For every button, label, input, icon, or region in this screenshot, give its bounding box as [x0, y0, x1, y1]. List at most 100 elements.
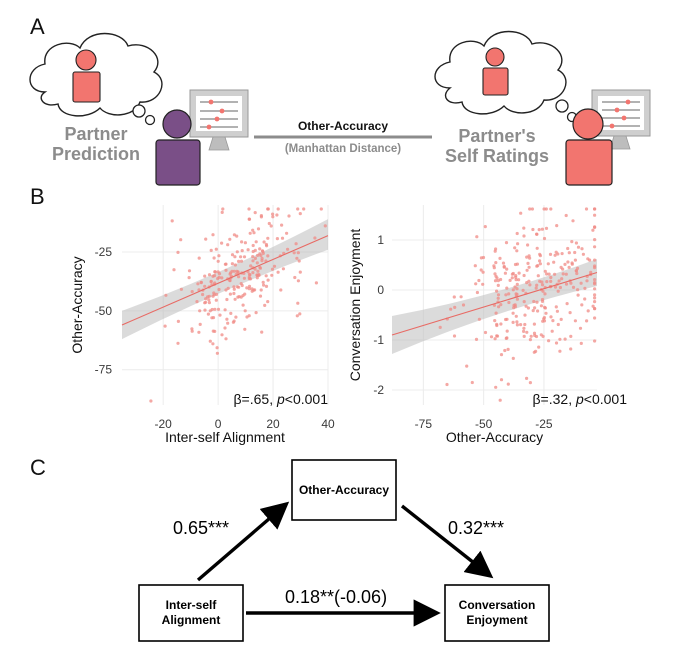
scatter-point — [547, 339, 551, 343]
scatter-point — [515, 231, 519, 236]
scatter-point — [542, 317, 546, 321]
scatter-point — [593, 282, 597, 286]
scatter-point — [584, 207, 589, 211]
scatter-point — [264, 274, 268, 278]
scatter-point — [511, 288, 515, 292]
scatter-point — [531, 227, 535, 232]
scatter-point — [515, 297, 520, 301]
scatter-point — [251, 271, 255, 275]
scatter-point — [569, 334, 573, 338]
scatter-point — [525, 376, 529, 380]
scatter-point — [176, 250, 180, 254]
scatter-point — [506, 382, 510, 386]
predictor-label-line2: Alignment — [162, 613, 221, 627]
scatter-point — [247, 217, 251, 221]
scatter-point — [499, 277, 503, 282]
metric-subtitle: (Manhattan Distance) — [285, 143, 401, 155]
scatter-point — [250, 289, 254, 293]
scatter-point — [257, 273, 261, 277]
scatter-point — [237, 259, 241, 263]
scatter-point — [233, 297, 237, 301]
scatter-point — [558, 349, 562, 353]
scatter-point — [585, 279, 589, 283]
scatter-point — [243, 241, 247, 245]
scatter-point — [220, 276, 224, 280]
scatter-point — [208, 309, 212, 313]
scatter-point — [532, 331, 537, 335]
scatter-point — [535, 300, 539, 304]
scatter-point — [253, 267, 257, 271]
scatter-point — [507, 300, 511, 305]
scatter-point — [479, 268, 483, 272]
scatter-point — [295, 314, 299, 318]
scatter-point — [493, 272, 497, 276]
scatter-point — [266, 207, 270, 211]
scatter-point — [538, 252, 542, 256]
scatter-point — [149, 399, 153, 403]
partner-large-person-icon — [565, 108, 613, 186]
scatter-point — [558, 337, 562, 341]
scatter-point — [224, 288, 228, 292]
scatter-point — [533, 306, 537, 310]
scatter-point — [220, 333, 224, 337]
scatter-point — [548, 252, 553, 256]
scatter-point — [438, 325, 442, 329]
scatter-point — [254, 240, 258, 244]
scatter-point — [216, 270, 220, 274]
scatter-point — [298, 270, 302, 274]
scatter-point — [226, 321, 230, 325]
scatter-point — [243, 292, 247, 296]
scatter-point — [461, 303, 466, 307]
scatter-point — [521, 288, 525, 292]
scatter-point — [513, 246, 517, 250]
scatter-point — [213, 274, 217, 278]
scatter-point — [285, 231, 289, 235]
regression-line — [121, 235, 329, 326]
scatter-chart-right: -75 -50 -25 1 0 -1 -2 Other-Accuracy Conversatio… — [347, 205, 627, 445]
scatter-point — [536, 274, 540, 278]
scatter-point — [243, 309, 247, 313]
y-tick-label: 1 — [377, 233, 384, 247]
scatter-point — [528, 381, 533, 385]
mediator-label: Other-Accuracy — [299, 483, 389, 497]
scatter-point — [530, 207, 535, 211]
scatter-point — [240, 249, 244, 253]
scatter-point — [573, 319, 578, 323]
scatter-point — [586, 257, 590, 261]
scatter-point — [473, 264, 477, 268]
scatter-point — [549, 275, 553, 280]
scatter-point — [237, 285, 241, 289]
scatter-point — [198, 322, 202, 326]
scatter-point — [566, 260, 570, 264]
scatter-point — [535, 246, 539, 250]
scatter-point — [258, 265, 262, 269]
scatter-point — [553, 285, 558, 289]
scatter-point — [512, 306, 516, 310]
scatter-point — [214, 247, 218, 251]
scatter-point — [481, 255, 486, 260]
scatter-point — [527, 265, 531, 269]
scatter-point — [474, 282, 478, 286]
scatter-point — [493, 319, 497, 323]
scatter-point — [513, 262, 518, 267]
scatter-point — [593, 293, 597, 297]
scatter-point — [259, 254, 263, 258]
scatter-point — [261, 280, 265, 284]
scatter-point — [556, 289, 560, 293]
scatter-point — [523, 322, 527, 327]
scatter-point — [483, 330, 488, 335]
scatter-point — [528, 283, 532, 287]
scatter-point — [298, 212, 302, 216]
x-tick-label: -75 — [415, 417, 433, 431]
scatter-point — [578, 326, 583, 330]
scatter-point — [546, 262, 550, 266]
scatter-point — [232, 291, 236, 296]
scatter-point — [553, 253, 557, 257]
scatter-point — [541, 319, 545, 323]
scatter-point — [575, 271, 579, 276]
scatter-point — [201, 292, 205, 297]
scatter-point — [554, 305, 558, 309]
stat-annotation: β=.65, p<0.001 — [234, 391, 329, 407]
scatter-point — [269, 224, 273, 228]
scatter-point — [452, 295, 456, 299]
